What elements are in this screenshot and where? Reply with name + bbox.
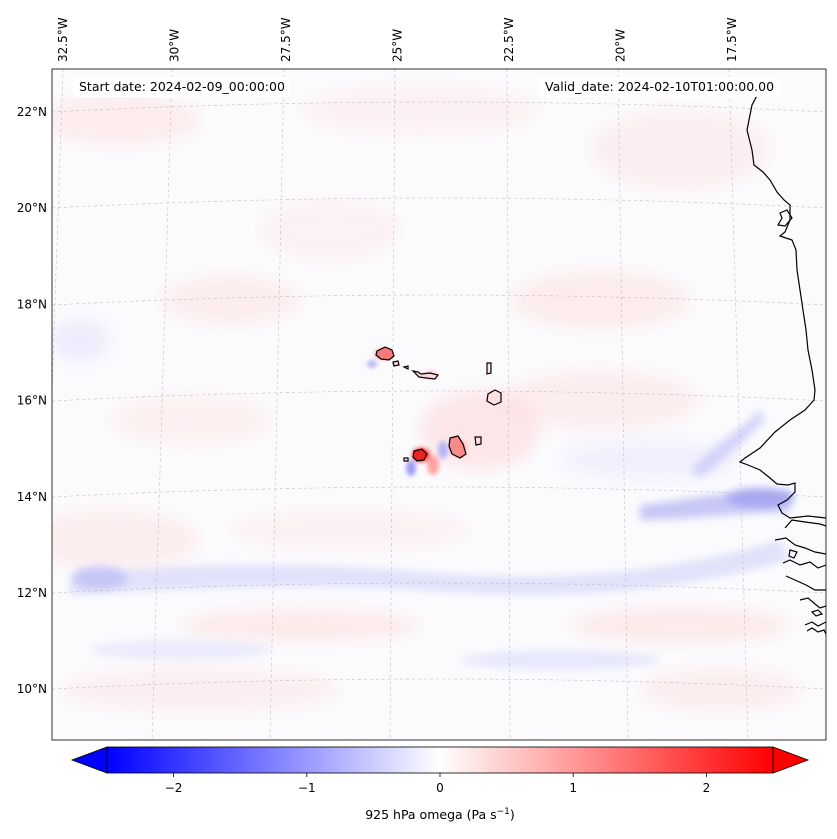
lat-tick-label: 12°N: [17, 586, 47, 600]
lon-tick-label: 27.5°W: [279, 17, 293, 62]
longitude-tick-labels: 32.5°W 30°W 27.5°W 25°W 22.5°W 20°W 17.5°W: [56, 17, 739, 62]
island-fogo: [412, 448, 428, 462]
lon-tick-label: 25°W: [391, 29, 405, 62]
colorbar-gradient: [106, 746, 774, 774]
colorbar-tick-label: 1: [569, 781, 577, 795]
colorbar-tick-label: 2: [703, 781, 711, 795]
lon-tick-label: 20°W: [614, 29, 628, 62]
lon-tick-label: 32.5°W: [56, 17, 70, 62]
colorbar-label-close: ): [509, 807, 515, 823]
lat-tick-label: 14°N: [17, 490, 47, 504]
colorbar-label-superscript: −1: [496, 807, 510, 817]
colorbar-label-text: 925 hPa omega (Pa s: [365, 807, 497, 823]
colorbar-tick-label: −2: [165, 781, 183, 795]
island-sao-nicolau: [411, 370, 440, 380]
colorbar-tick-label: 0: [436, 781, 444, 795]
island-brava: [403, 457, 409, 462]
start-date-label: Start date: 2024-02-09_00:00:00: [73, 77, 291, 97]
omega-field: [52, 85, 800, 712]
map-frame: [51, 68, 827, 741]
lat-tick-label: 18°N: [17, 297, 47, 311]
colorbar-tick-label: −1: [298, 781, 316, 795]
lon-tick-label: 17.5°W: [725, 17, 739, 62]
island-maio: [474, 436, 482, 446]
island-boa-vista: [486, 389, 502, 406]
omega-field-bands: [70, 410, 795, 670]
lat-tick-label: 10°N: [17, 682, 47, 696]
colorbar: −2 −1 0 1 2: [70, 746, 810, 795]
map-plot-area: [52, 69, 826, 740]
lat-tick-label: 16°N: [17, 394, 47, 408]
island-santiago: [448, 435, 467, 459]
graticule-gridlines: [52, 69, 826, 740]
lon-tick-label: 22.5°W: [502, 17, 516, 62]
island-sal: [486, 362, 492, 375]
island-sao-vicente: [392, 360, 400, 367]
valid-date-label: Valid_date: 2024-02-10T01:00:00.00: [539, 77, 781, 97]
colorbar-ticks: −2 −1 0 1 2: [165, 773, 710, 795]
africa-coastline: [738, 89, 826, 635]
latitude-tick-labels: 22°N 20°N 18°N 16°N 14°N 12°N 10°N: [17, 105, 47, 696]
lat-tick-label: 20°N: [17, 201, 47, 215]
lat-tick-label: 22°N: [17, 105, 47, 119]
colorbar-label: 925 hPa omega (Pa s−1): [0, 807, 837, 822]
colorbar-extend-max: [772, 746, 810, 774]
colorbar-extend-min: [70, 746, 108, 774]
cape-verde-islands: [375, 346, 502, 462]
lon-tick-label: 30°W: [168, 29, 182, 62]
island-santa-luzia: [402, 365, 409, 370]
island-santo-antao: [375, 346, 395, 361]
